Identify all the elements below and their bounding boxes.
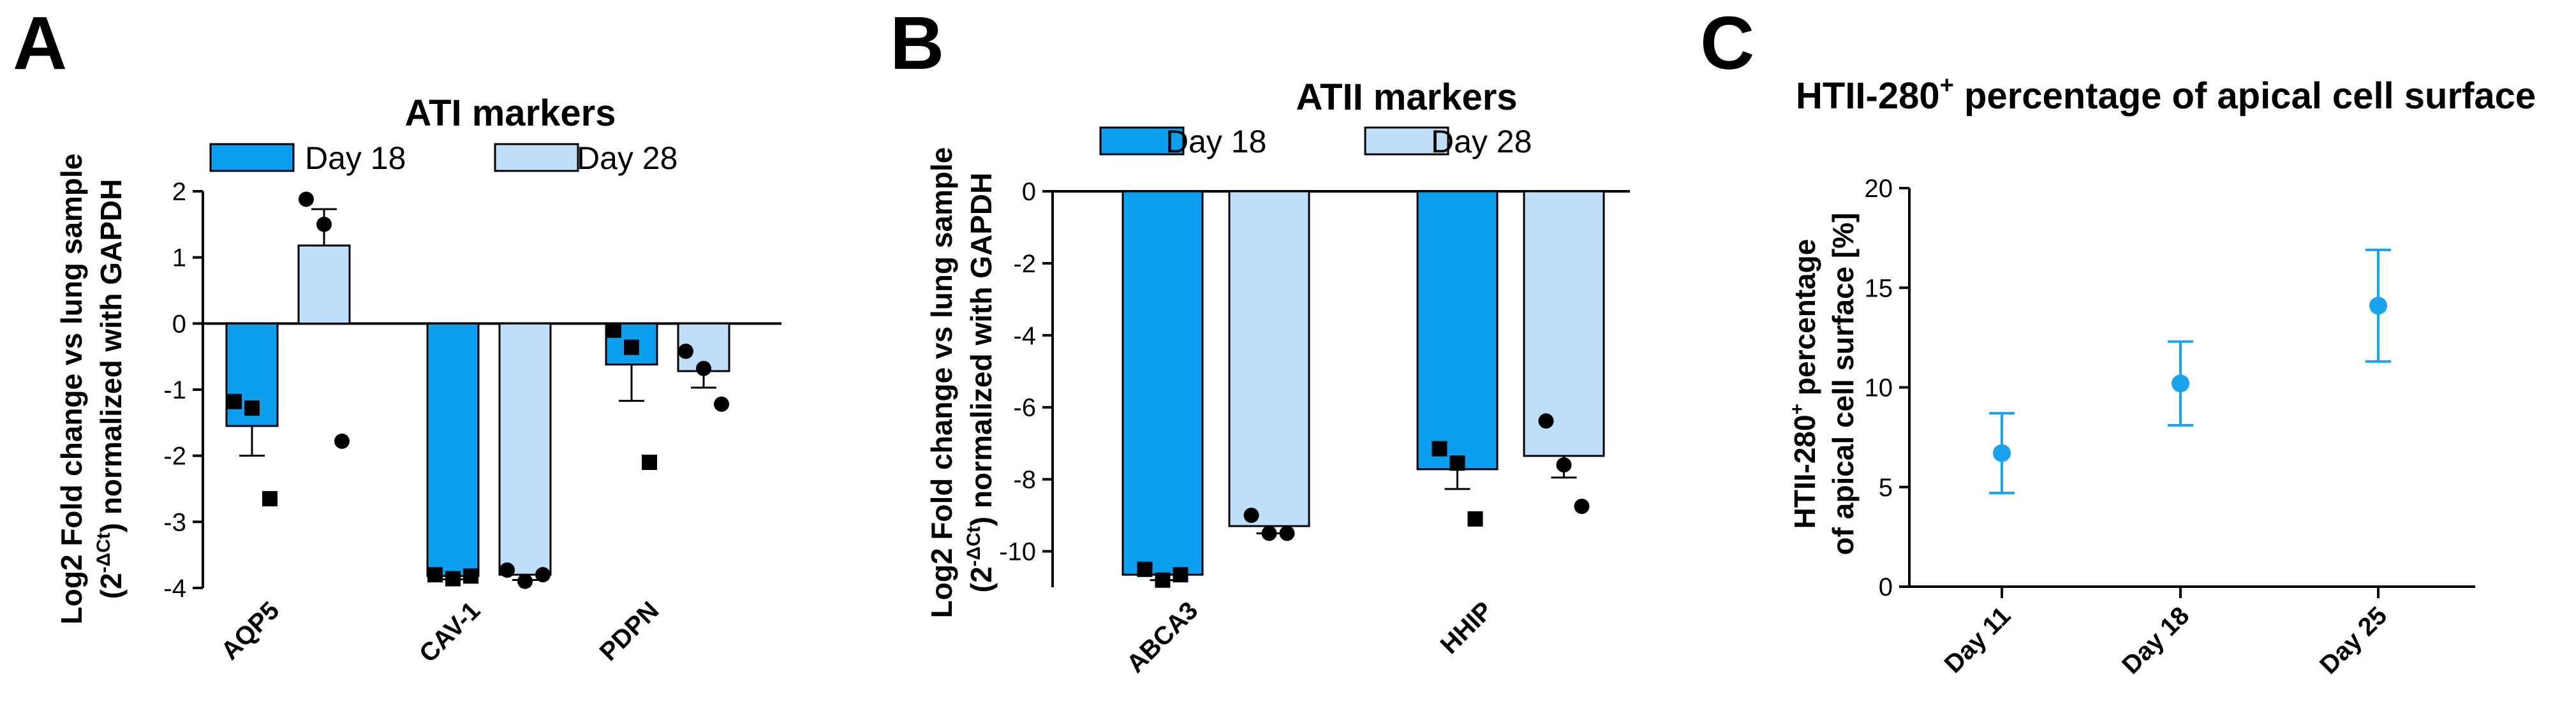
chart-c-ylabel-line2: of apical cell surface [%] xyxy=(1826,213,1860,555)
legend-b-day28-label: Day 28 xyxy=(1431,124,1532,159)
chart-b-point-circle-0-0 xyxy=(1243,508,1259,524)
legend-a-day18-label: Day 18 xyxy=(305,140,406,176)
chart-a-point-square-0-0 xyxy=(226,393,242,409)
chart-b-bar-day18-hhip xyxy=(1416,190,1499,471)
chart-b-point-square-1-2 xyxy=(1467,511,1483,527)
chart-a-ylabel-line2: (2-ΔCt) normalized with GAPDH xyxy=(93,179,128,599)
chart-c-ytick-label-1: 5 xyxy=(1879,474,1893,502)
panel-letter-c: C xyxy=(1700,1,1754,85)
chart-a-bar-day28-aqp5 xyxy=(297,244,351,325)
chart-b-ytick-label-3: -6 xyxy=(1013,394,1036,422)
panel-letter-a: A xyxy=(13,1,67,85)
chart-b-point-circle-0-2 xyxy=(1279,525,1295,541)
chart-b-ytick-label-5: -10 xyxy=(999,538,1036,566)
chart-a-point-square-0-1 xyxy=(244,400,260,416)
chart-b-bar-day28-abca3 xyxy=(1228,190,1310,527)
legend-b-day18-swatch xyxy=(1099,126,1185,156)
chart-a-point-circle-0-2 xyxy=(334,433,350,449)
chart-a-ylabel-line1: Log2 Fold change vs lung sample xyxy=(55,154,88,625)
chart-c-ytick-label-2: 10 xyxy=(1865,374,1893,402)
chart-b-point-square-1-0 xyxy=(1432,441,1447,457)
chart-a-bar-day18-cav-1 xyxy=(426,322,480,577)
chart-c-plot: 0 5 10 15 20 Day 11 Day 18 Day 25 xyxy=(1865,175,2475,680)
chart-a-point-circle-1-2 xyxy=(535,567,551,583)
chart-b-category-label-1: HHIP xyxy=(1435,596,1499,659)
chart-a-ytick-label-0: 2 xyxy=(172,178,186,206)
chart-a-point-square-2-1 xyxy=(624,339,639,355)
chart-a-title: ATI markers xyxy=(405,92,616,134)
chart-c-point-2 xyxy=(2369,297,2387,315)
chart-a-point-square-0-2 xyxy=(262,491,278,507)
legend-a-day28-label: Day 28 xyxy=(577,140,677,176)
chart-a-point-square-1-0 xyxy=(427,567,443,583)
legend-a-day28-swatch xyxy=(494,143,579,172)
legend-b-day18-label: Day 18 xyxy=(1166,124,1266,159)
chart-a-point-circle-2-0 xyxy=(678,343,693,359)
chart-b-ytick-label-1: -2 xyxy=(1013,250,1036,278)
legend-a-day18-swatch xyxy=(209,143,295,172)
chart-b-point-square-0-0 xyxy=(1137,561,1153,577)
chart-c-point-1 xyxy=(2172,374,2189,393)
chart-b-category-label-0: ABCA3 xyxy=(1121,596,1204,678)
chart-a-point-square-2-2 xyxy=(642,455,657,471)
panel-letter-b: B xyxy=(890,1,944,85)
chart-c-title: HTII-280+ percentage of apical cell surf… xyxy=(1796,72,2536,117)
chart-a-point-circle-2-2 xyxy=(714,396,729,412)
chart-c-category-label-1: Day 18 xyxy=(2117,601,2195,679)
chart-b-ylabel-line1: Log2 Fold change vs lung sample xyxy=(925,147,958,619)
chart-b-bar-day28-hhip xyxy=(1523,190,1605,457)
chart-b-point-square-0-1 xyxy=(1155,572,1171,588)
chart-a-ytick-label-5: -3 xyxy=(163,508,186,536)
chart-b-title: ATII markers xyxy=(1296,77,1517,118)
chart-a-category-label-0: AQP5 xyxy=(216,596,285,665)
chart-c-ytick-label-3: 15 xyxy=(1865,274,1893,302)
chart-a-point-circle-0-0 xyxy=(299,191,314,207)
chart-b-point-square-0-2 xyxy=(1173,567,1188,583)
chart-b-point-circle-0-1 xyxy=(1261,525,1277,541)
chart-b-bar-day18-abca3 xyxy=(1121,190,1204,576)
chart-b-ylabel-line2: (2-ΔCt) normalized with GAPDH xyxy=(963,173,998,593)
chart-b-point-circle-1-0 xyxy=(1538,413,1554,429)
chart-a-plot: 2 1 0 -1 -2 -3 -4 AQP5 CAV-1 PDPN xyxy=(163,178,781,668)
chart-c-category-label-0: Day 11 xyxy=(1939,601,2017,678)
chart-c-ytick-label-4: 20 xyxy=(1865,175,1893,203)
chart-c-ytick-label-0: 0 xyxy=(1879,573,1893,601)
chart-a-ytick-label-3: -1 xyxy=(163,376,186,404)
chart-a-ytick-label-1: 1 xyxy=(172,244,186,272)
chart-a-point-square-1-2 xyxy=(463,568,478,584)
chart-a-point-square-1-1 xyxy=(445,571,461,587)
chart-a-ytick-label-4: -2 xyxy=(163,443,186,471)
chart-a-category-label-2: PDPN xyxy=(595,596,665,666)
chart-a-point-circle-1-0 xyxy=(500,562,515,578)
chart-b-plot: 0 -2 -4 -6 -8 -10 ABCA3 HHIP xyxy=(999,178,1630,678)
chart-c-ylabel-line1: HTII-280+ percentage xyxy=(1787,239,1821,529)
chart-a-category-label-1: CAV-1 xyxy=(414,596,485,668)
chart-c-category-label-2: Day 25 xyxy=(2314,601,2392,679)
chart-b-point-circle-1-1 xyxy=(1556,457,1572,473)
chart-a-point-circle-2-1 xyxy=(696,360,711,376)
chart-c-point-0 xyxy=(1993,444,2011,462)
chart-b-ytick-label-2: -4 xyxy=(1013,322,1036,350)
chart-a-point-circle-1-1 xyxy=(517,573,533,589)
chart-a-bar-day28-cav-1 xyxy=(498,322,552,576)
chart-a-ytick-label-6: -4 xyxy=(163,575,186,603)
chart-a-point-square-2-0 xyxy=(606,322,621,338)
chart-b-point-circle-1-2 xyxy=(1574,498,1590,514)
legend-b-day28-swatch xyxy=(1364,126,1449,156)
chart-a-point-circle-0-1 xyxy=(316,216,332,232)
chart-a-ytick-label-2: 0 xyxy=(172,310,186,338)
chart-b-ytick-label-0: 0 xyxy=(1022,178,1036,206)
chart-b-ytick-label-4: -8 xyxy=(1013,466,1036,494)
chart-b-point-square-1-1 xyxy=(1449,455,1465,471)
